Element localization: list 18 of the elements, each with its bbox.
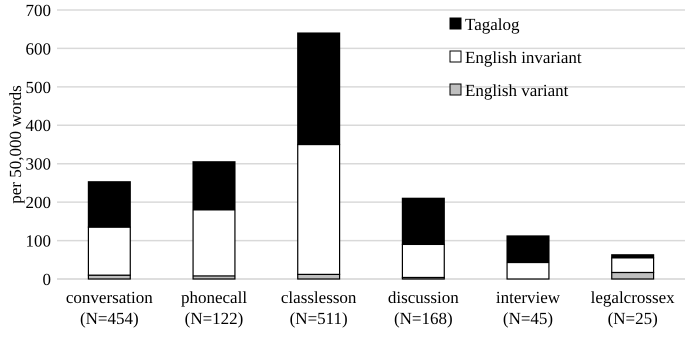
x-tick-label: phonecall (N=122) bbox=[180, 288, 248, 328]
x-tick-label: classlesson (N=511) bbox=[280, 288, 357, 328]
x-tick-label: discussion (N=168) bbox=[388, 288, 460, 328]
y-tick-label: 500 bbox=[26, 78, 51, 97]
x-tick-label: legalcrossex (N=25) bbox=[590, 288, 676, 328]
y-tick-label: 300 bbox=[26, 154, 51, 174]
y-tick-label: 100 bbox=[26, 232, 51, 251]
x-tick-label: conversation (N=454) bbox=[66, 288, 154, 328]
y-tick-label: 600 bbox=[26, 39, 51, 58]
legend-label: Tagalog bbox=[465, 14, 520, 34]
y-tick-label: 0 bbox=[42, 270, 51, 289]
y-tick-label: 200 bbox=[26, 193, 51, 212]
y-tick-label: 700 bbox=[26, 0, 51, 20]
x-tick-label: interview (N=45) bbox=[496, 288, 561, 328]
y-axis-title: per 50,000 words bbox=[6, 85, 25, 204]
y-tick-label: 400 bbox=[26, 116, 51, 136]
legend-label: English invariant bbox=[465, 48, 582, 67]
legend-label: English variant bbox=[465, 80, 569, 100]
